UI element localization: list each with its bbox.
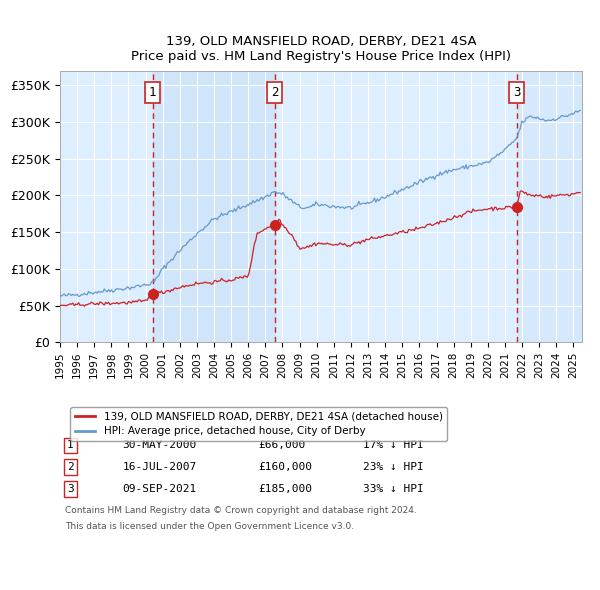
Text: 2: 2 [67, 462, 74, 472]
Text: 2: 2 [271, 86, 278, 99]
Text: 16-JUL-2007: 16-JUL-2007 [122, 462, 197, 472]
Text: £66,000: £66,000 [259, 440, 305, 450]
Text: 1: 1 [149, 86, 157, 99]
Bar [517, 71, 582, 342]
Bar [275, 71, 517, 342]
Text: 3: 3 [513, 86, 521, 99]
Text: This data is licensed under the Open Government Licence v3.0.: This data is licensed under the Open Gov… [65, 522, 355, 531]
Text: 23% ↓ HPI: 23% ↓ HPI [363, 462, 424, 472]
Text: 1: 1 [67, 440, 74, 450]
Text: Contains HM Land Registry data © Crown copyright and database right 2024.: Contains HM Land Registry data © Crown c… [65, 506, 417, 515]
Title: 139, OLD MANSFIELD ROAD, DERBY, DE21 4SA
Price paid vs. HM Land Registry's House: 139, OLD MANSFIELD ROAD, DERBY, DE21 4SA… [131, 35, 511, 63]
Text: 17% ↓ HPI: 17% ↓ HPI [363, 440, 424, 450]
Text: 3: 3 [67, 484, 74, 494]
Legend: 139, OLD MANSFIELD ROAD, DERBY, DE21 4SA (detached house), HPI: Average price, d: 139, OLD MANSFIELD ROAD, DERBY, DE21 4SA… [70, 407, 447, 441]
Text: £160,000: £160,000 [259, 462, 313, 472]
Bar [152, 71, 275, 342]
Text: 30-MAY-2000: 30-MAY-2000 [122, 440, 197, 450]
Text: 09-SEP-2021: 09-SEP-2021 [122, 484, 197, 494]
Text: 33% ↓ HPI: 33% ↓ HPI [363, 484, 424, 494]
Text: £185,000: £185,000 [259, 484, 313, 494]
